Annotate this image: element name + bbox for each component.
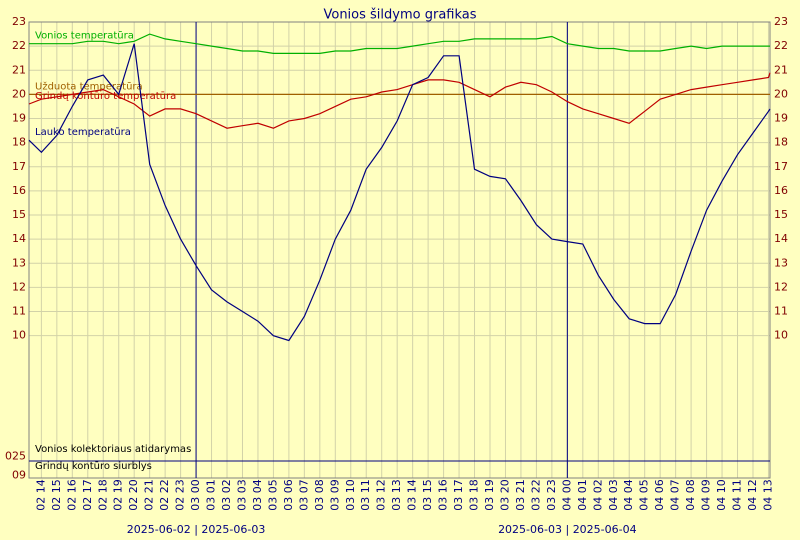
x-tick-label: 02 17: [81, 479, 94, 511]
y2-tick-label: 11: [774, 305, 788, 318]
y-tick-label: 15: [12, 208, 26, 221]
x-tick-label: 03 04: [251, 479, 264, 511]
x-tick-label: 04 06: [653, 479, 666, 511]
x-tick-label: 04 13: [761, 479, 774, 511]
x-tick-label: 02 18: [96, 479, 109, 511]
x-tick-label: 04 12: [746, 479, 759, 511]
y2-tick-label: 23: [774, 15, 788, 28]
y2-tick-label: 21: [774, 63, 788, 76]
y-tick-label: 11: [12, 305, 26, 318]
y-tick-label: 09: [12, 469, 26, 482]
x-tick-label: 03 03: [235, 479, 248, 511]
x-tick-label: 02 22: [158, 479, 171, 511]
x-tick-label: 03 20: [498, 479, 511, 511]
x-tick-label: 03 09: [328, 479, 341, 511]
x-tick-label: 04 09: [700, 479, 713, 511]
x-tick-label: 03 23: [545, 479, 558, 511]
x-tick-label: 03 12: [375, 479, 388, 511]
y-tick-label: 22: [12, 39, 26, 52]
x-tick-label: 02 20: [127, 479, 140, 511]
y2-tick-label: 16: [774, 184, 788, 197]
x-tick-label: 04 11: [731, 479, 744, 511]
x-tick-label: 04 01: [576, 479, 589, 511]
x-tick-label: 03 17: [452, 479, 465, 511]
y-tick-label: 19: [12, 112, 26, 125]
x-tick-label: 04 08: [684, 479, 697, 511]
y-tick-label: 025: [5, 449, 26, 462]
x-tick-label: 03 11: [359, 479, 372, 511]
x-tick-label: 03 16: [437, 479, 450, 511]
x-tick-label: 02 16: [65, 479, 78, 511]
plot-frame: [28, 21, 771, 479]
y-tick-label: 21: [12, 63, 26, 76]
y-tick-label: 20: [12, 87, 26, 100]
y2-tick-label: 18: [774, 136, 788, 149]
y-tick-label: 17: [12, 160, 26, 173]
x-tick-label: 04 05: [638, 479, 651, 511]
date-label: 2025-06-02 | 2025-06-03: [127, 523, 266, 536]
y2-tick-label: 12: [774, 280, 788, 293]
y2-tick-label: 20: [774, 87, 788, 100]
series-line: [28, 43, 771, 342]
x-tick-label: 03 01: [205, 479, 218, 511]
y-tick-label: 23: [12, 15, 26, 28]
x-tick-label: 03 13: [390, 479, 403, 511]
x-tick-label: 02 15: [50, 479, 63, 511]
x-tick-label: 03 14: [406, 479, 419, 511]
x-tick-label: 02 14: [34, 479, 47, 511]
x-tick-label: 03 00: [189, 479, 202, 511]
lane-label: Grindų kontūro siurblys: [35, 461, 152, 472]
x-tick-label: 04 10: [715, 479, 728, 511]
y2-tick-label: 22: [774, 39, 788, 52]
y-tick-label: 12: [12, 280, 26, 293]
x-tick-label: 03 06: [282, 479, 295, 511]
series-label: Vonios temperatūra: [35, 31, 134, 42]
x-tick-label: 03 21: [514, 479, 527, 511]
x-tick-label: 03 08: [313, 479, 326, 511]
y-tick-label: 18: [12, 136, 26, 149]
series-line: [28, 72, 771, 129]
y2-tick-label: 19: [774, 112, 788, 125]
y-tick-label: 16: [12, 184, 26, 197]
x-tick-label: 04 00: [560, 479, 573, 511]
y2-tick-label: 13: [774, 256, 788, 269]
x-tick-label: 04 04: [622, 479, 635, 511]
x-tick-label: 03 07: [297, 479, 310, 511]
x-tick-label: 04 07: [669, 479, 682, 511]
x-tick-label: 03 15: [421, 479, 434, 511]
y2-tick-label: 14: [774, 232, 788, 245]
x-tick-label: 03 19: [483, 479, 496, 511]
x-tick-label: 02 19: [112, 479, 125, 511]
y-tick-label: 10: [12, 329, 26, 342]
series-label: Lauko temperatūra: [35, 127, 131, 138]
x-tick-label: 03 05: [266, 479, 279, 511]
lane-label: Vonios kolektoriaus atidarymas: [35, 444, 191, 455]
date-label: 2025-06-03 | 2025-06-04: [498, 523, 637, 536]
y-tick-label: 13: [12, 256, 26, 269]
x-tick-label: 03 22: [529, 479, 542, 511]
x-tick-label: 03 02: [220, 479, 233, 511]
x-tick-label: 04 03: [607, 479, 620, 511]
x-tick-label: 04 02: [591, 479, 604, 511]
series-line: [29, 33, 770, 55]
y2-tick-label: 15: [774, 208, 788, 221]
x-tick-label: 03 18: [468, 479, 481, 511]
y-tick-label: 14: [12, 232, 26, 245]
series-label: Grindų kontūro temperatūra: [35, 91, 176, 102]
x-tick-label: 02 23: [174, 479, 187, 511]
series-label: Užduota temperatūra: [35, 80, 143, 92]
y2-tick-label: 10: [774, 329, 788, 342]
x-tick-label: 03 10: [344, 479, 357, 511]
x-tick-label: 02 21: [143, 479, 156, 511]
y2-tick-label: 17: [774, 160, 788, 173]
chart-title: Vonios šildymo grafikas: [323, 8, 476, 23]
